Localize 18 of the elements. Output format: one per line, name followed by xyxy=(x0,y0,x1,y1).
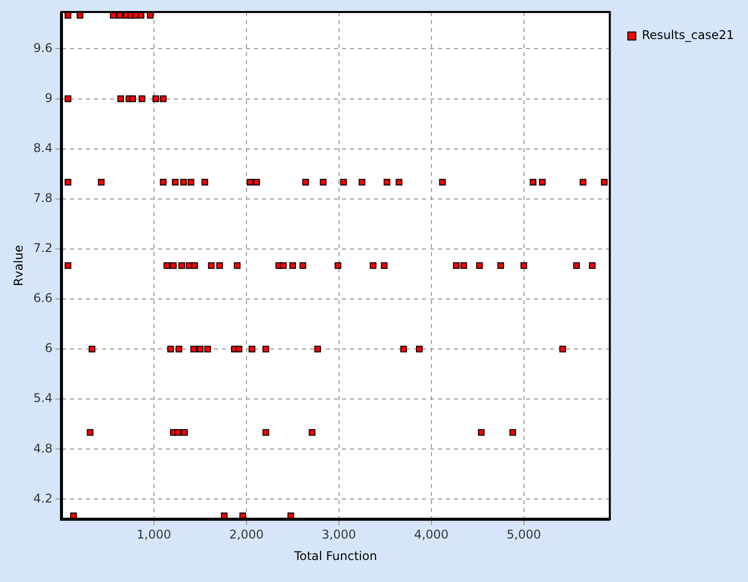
y-tick-label: 5.4 xyxy=(33,391,52,406)
x-tick-label: 3,000 xyxy=(322,528,356,542)
x-tick-label: 4,000 xyxy=(414,528,449,542)
x-tick-label: 1,000 xyxy=(136,528,172,542)
x-axis-title: Total Function xyxy=(293,548,378,563)
y-tick-label: 8.4 xyxy=(33,140,52,155)
y-tick-label: 4.8 xyxy=(33,441,52,456)
y-tick-label: 9 xyxy=(44,90,52,105)
y-tick-label: 6.6 xyxy=(33,291,52,306)
y-tick-label: 6 xyxy=(44,341,52,356)
y-axis-title: Rvalue xyxy=(11,245,26,286)
y-tick-label: 4.2 xyxy=(33,491,52,506)
y-tick-label: 7.2 xyxy=(33,241,52,256)
y-tick-label: 9.6 xyxy=(33,40,52,55)
x-tick-label: 5,000 xyxy=(506,528,541,542)
legend-label: Results_case21 xyxy=(642,28,734,42)
y-tick-label: 7.8 xyxy=(33,190,52,205)
x-tick-label: 2,000 xyxy=(229,528,264,542)
